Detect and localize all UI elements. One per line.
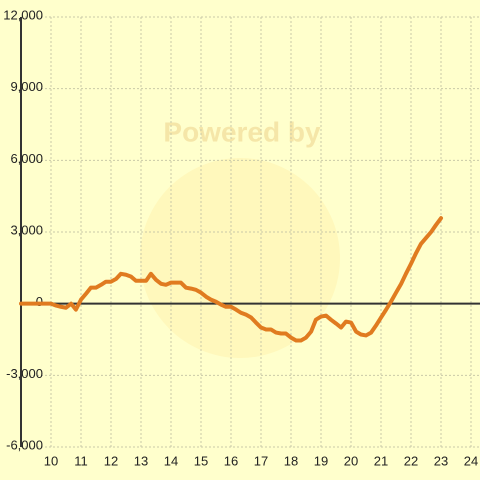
x-tick-label: 24	[464, 453, 478, 468]
x-tick-label: 10	[44, 453, 58, 468]
x-tick-label: 20	[344, 453, 358, 468]
y-tick-label: -6,000	[6, 437, 43, 452]
watermark-logo	[140, 158, 340, 358]
y-tick-label: -3,000	[6, 366, 43, 381]
x-tick-label: 22	[404, 453, 418, 468]
x-tick-label: 12	[104, 453, 118, 468]
x-tick-label: 18	[284, 453, 298, 468]
x-tick-label: 11	[74, 453, 88, 468]
x-tick-label: 16	[224, 453, 238, 468]
x-tick-label: 13	[134, 453, 148, 468]
x-tick-label: 23	[434, 453, 448, 468]
x-tick-label: 15	[194, 453, 208, 468]
y-tick-label: 9,000	[10, 79, 43, 94]
x-tick-label: 17	[254, 453, 268, 468]
y-tick-label: 0	[36, 294, 43, 309]
x-tick-label: 14	[164, 453, 178, 468]
x-tick-label: 21	[374, 453, 388, 468]
data-line	[19, 216, 443, 343]
y-tick-label: 3,000	[10, 222, 43, 237]
y-tick-label: 12,000	[3, 7, 43, 22]
watermark: Powered by	[163, 116, 321, 147]
x-tick-label: 19	[314, 453, 328, 468]
y-tick-label: 6,000	[10, 151, 43, 166]
